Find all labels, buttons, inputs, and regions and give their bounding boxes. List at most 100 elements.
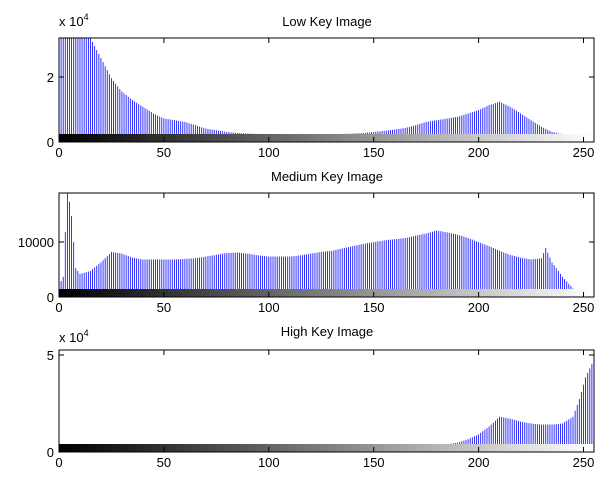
intensity-strip-cell [226, 134, 231, 142]
intensity-strip-cell [347, 134, 353, 142]
intensity-strip-cell [222, 444, 227, 452]
intensity-strip-cell [150, 444, 156, 452]
intensity-strip-cell [334, 134, 340, 142]
intensity-strip-cell [313, 444, 319, 452]
intensity-strip-cell [96, 444, 102, 452]
intensity-strip-cell [502, 134, 507, 142]
low-key-bars [58, 38, 595, 142]
medium-key-title: Medium Key Image [271, 169, 383, 184]
intensity-strip-cell [288, 444, 294, 452]
intensity-strip-cell [589, 289, 595, 297]
intensity-strip-cell [155, 134, 160, 142]
intensity-strip-cell [405, 289, 411, 297]
intensity-strip-cell [426, 289, 432, 297]
intensity-strip-cell [326, 444, 332, 452]
intensity-strip-cell [63, 444, 68, 452]
intensity-strip-cell [464, 289, 470, 297]
intensity-strip-cell [88, 444, 94, 452]
intensity-strip-cell [460, 289, 466, 297]
intensity-strip-cell [422, 289, 428, 297]
intensity-strip-cell [180, 289, 185, 297]
intensity-strip-cell [359, 289, 365, 297]
intensity-strip-cell [188, 134, 194, 142]
intensity-strip-cell [230, 289, 236, 297]
intensity-strip-cell [385, 134, 390, 142]
intensity-strip-cell [573, 444, 578, 452]
intensity-strip-cell [460, 444, 466, 452]
intensity-strip-cell [330, 289, 336, 297]
x-tick-label: 100 [258, 455, 280, 470]
intensity-strip-cell [267, 289, 273, 297]
intensity-strip-cell [125, 444, 131, 452]
intensity-strip-cell [125, 289, 131, 297]
intensity-strip-cell [368, 134, 374, 142]
intensity-strip-cell [527, 289, 532, 297]
x-tick-label: 0 [55, 145, 62, 160]
intensity-strip-cell [393, 444, 399, 452]
intensity-strip-cell [330, 134, 336, 142]
intensity-strip-cell [113, 134, 119, 142]
intensity-strip-cell [543, 134, 549, 142]
intensity-strip-cell [522, 134, 528, 142]
intensity-strip-cell [372, 289, 378, 297]
intensity-strip-cell [464, 444, 470, 452]
y-tick-label: 10000 [18, 235, 54, 250]
intensity-strip-cell [71, 134, 77, 142]
intensity-strip-cell [100, 134, 106, 142]
intensity-strip-cell [184, 289, 190, 297]
intensity-strip-cell [205, 134, 211, 142]
intensity-strip-cell [75, 134, 81, 142]
low-key-exponent-base: x 10 [59, 14, 84, 29]
intensity-strip-cell [163, 134, 169, 142]
intensity-strip-cell [79, 289, 85, 297]
intensity-strip-cell [201, 289, 206, 297]
high-key-exponent-base: x 10 [59, 330, 84, 345]
intensity-strip-cell [535, 289, 541, 297]
low-key-exponent-power: 4 [84, 12, 89, 22]
intensity-strip-cell [59, 444, 64, 452]
intensity-strip-cell [125, 134, 131, 142]
intensity-strip-cell [355, 444, 361, 452]
intensity-strip-cell [180, 134, 185, 142]
intensity-strip-cell [284, 444, 290, 452]
intensity-strip-cell [385, 289, 390, 297]
intensity-strip-cell [121, 289, 127, 297]
intensity-strip-cell [121, 134, 127, 142]
intensity-strip-cell [280, 134, 286, 142]
intensity-strip-cell [196, 289, 202, 297]
intensity-strip-cell [217, 134, 223, 142]
intensity-strip-cell [506, 444, 512, 452]
intensity-strip-cell [422, 134, 428, 142]
intensity-strip-cell [585, 289, 591, 297]
intensity-strip-cell [217, 289, 223, 297]
intensity-strip-cell [138, 134, 144, 142]
intensity-strip-cell [405, 444, 411, 452]
intensity-strip-cell [146, 134, 152, 142]
intensity-strip-cell [104, 289, 110, 297]
intensity-strip-cell [117, 134, 123, 142]
intensity-strip-cell [531, 444, 537, 452]
intensity-strip-cell [564, 289, 570, 297]
intensity-strip-cell [577, 134, 583, 142]
intensity-strip-cell [196, 444, 202, 452]
x-tick-label: 100 [258, 300, 280, 315]
intensity-strip-cell [339, 134, 344, 142]
intensity-strip-cell [401, 289, 407, 297]
low-key-histogram-panel: Low Key Image x 104 0 50 100 150 200 250 0 2 [47, 12, 595, 160]
intensity-strip-cell [456, 134, 461, 142]
intensity-strip-cell [552, 289, 557, 297]
intensity-strip-cell [568, 289, 574, 297]
intensity-strip-cell [96, 134, 102, 142]
intensity-strip-cell [376, 289, 382, 297]
intensity-strip-cell [117, 289, 123, 297]
high-key-histogram-panel: High Key Image x 104 0 50 100 150 200 250 0 5 [47, 324, 595, 470]
intensity-strip-cell [535, 444, 541, 452]
intensity-strip-cell [313, 134, 319, 142]
intensity-strip-cell [84, 444, 89, 452]
high-key-exponent-power: 4 [84, 328, 89, 338]
intensity-strip-cell [109, 444, 114, 452]
intensity-strip-cell [297, 444, 303, 452]
intensity-strip-cell [468, 444, 474, 452]
intensity-strip-cell [389, 444, 394, 452]
intensity-strip-cell [564, 444, 570, 452]
